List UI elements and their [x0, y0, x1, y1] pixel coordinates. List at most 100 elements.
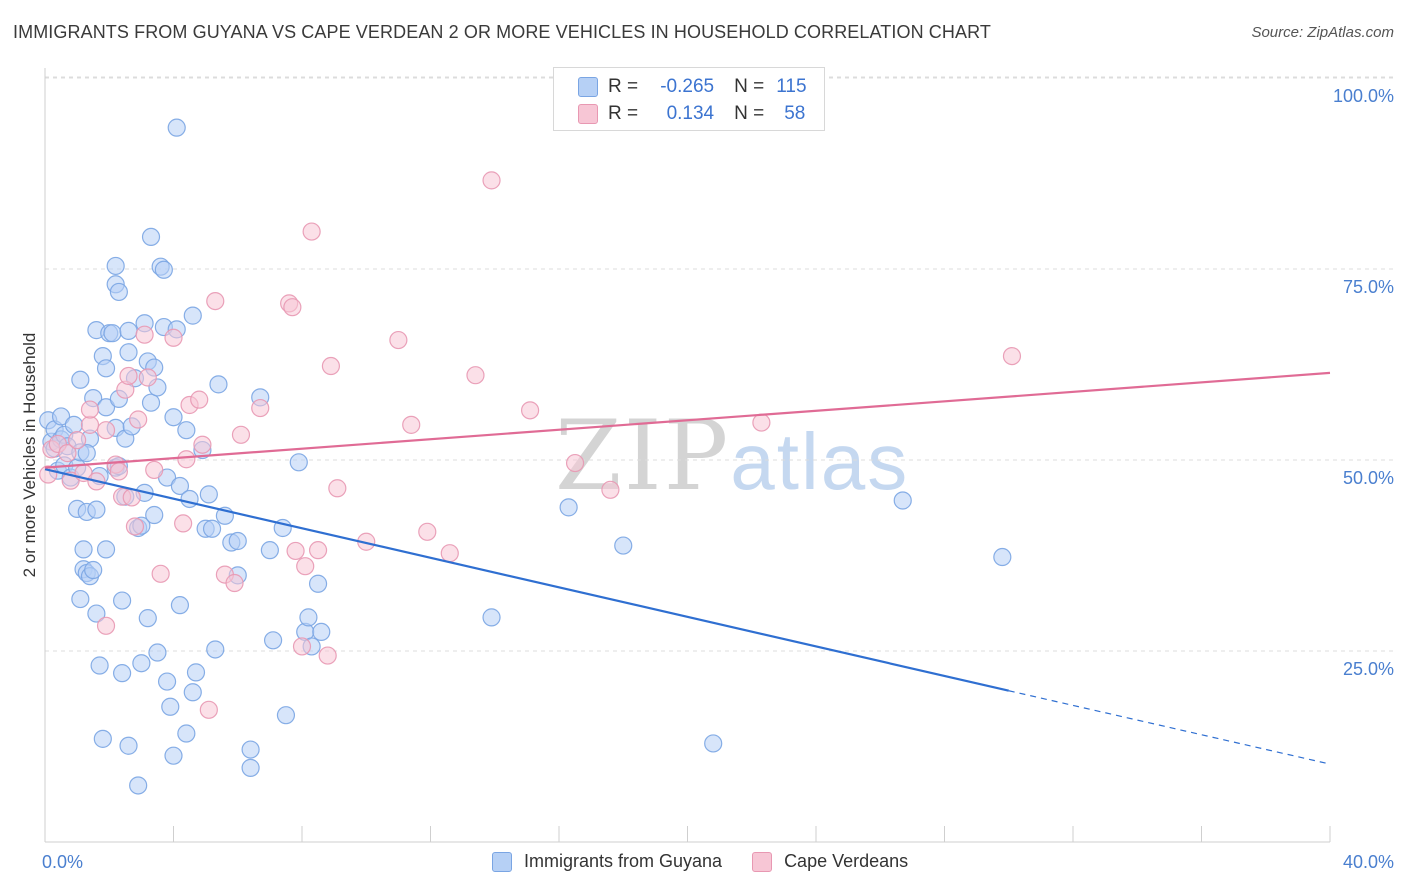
capeverde-point	[251, 398, 270, 418]
guyana-point	[299, 608, 318, 627]
guyana-point	[93, 729, 112, 748]
capeverde-point	[39, 465, 58, 484]
capeverde-point	[402, 415, 421, 434]
capeverde-point	[135, 325, 154, 344]
n-label: N =	[734, 103, 765, 124]
legend-swatch-pink	[752, 851, 773, 872]
capeverde-point	[206, 291, 225, 311]
capeverde-point	[225, 573, 244, 593]
y-tick-label-75: 75.0%	[1342, 277, 1394, 297]
guyana-point	[308, 574, 328, 593]
capeverde-point	[145, 460, 164, 480]
x-tick-label-max: 40.0%	[1342, 852, 1394, 872]
guyana-point	[87, 604, 106, 623]
capeverde-point	[601, 480, 620, 499]
guyana-point	[164, 746, 183, 765]
guyana-point	[559, 498, 578, 517]
guyana-point	[704, 734, 723, 753]
guyana-point	[74, 540, 93, 559]
capeverde-point	[80, 415, 100, 434]
capeverde-point	[96, 421, 116, 440]
guyana-point	[161, 697, 180, 716]
guyana-point	[312, 622, 331, 642]
guyana-point	[71, 370, 90, 389]
guyana-point	[157, 672, 177, 691]
capeverde-point	[96, 616, 116, 635]
stats-legend-row-guyana: R = -0.265 N = 115	[578, 75, 807, 99]
guyana-point	[183, 306, 202, 325]
guyana-trend-line	[44, 468, 1009, 692]
y-tick-label-100: 100.0%	[1332, 86, 1394, 106]
guyana-point	[129, 776, 148, 795]
n-value: 58	[784, 103, 806, 124]
guyana-point	[993, 547, 1012, 567]
guyana-point	[186, 663, 206, 682]
capeverde-point	[328, 479, 347, 498]
guyana-point	[64, 415, 84, 434]
guyana-point	[51, 407, 71, 426]
guyana-point	[119, 736, 138, 755]
guyana-point	[148, 643, 167, 662]
guyana-point	[228, 531, 247, 551]
legend-label: Immigrants from Guyana	[524, 851, 723, 871]
source-credit: Source: ZipAtlas.com	[1251, 24, 1394, 41]
capeverde-point	[231, 425, 251, 444]
stats-legend-row-capeverde: R = 0.134 N = 58	[578, 102, 805, 126]
guyana-point	[289, 453, 308, 472]
capeverde-point	[482, 171, 501, 190]
guyana-point	[154, 260, 173, 279]
y-axis-label: 2 or more Vehicles in Household	[20, 332, 39, 578]
capeverde-point	[164, 328, 183, 347]
guyana-point	[109, 282, 128, 302]
capeverde-point	[193, 435, 212, 454]
guyana-point	[96, 540, 116, 559]
capeverde-point	[520, 401, 540, 420]
legend-swatch-blue	[578, 77, 598, 97]
capeverde-point	[466, 366, 485, 385]
capeverde-trend-line	[44, 371, 1331, 469]
guyana-point	[138, 609, 157, 628]
guyana-point	[90, 656, 109, 675]
n-label: N =	[734, 76, 765, 97]
capeverde-point	[389, 330, 408, 350]
capeverde-point	[321, 356, 341, 376]
guyana-point	[209, 375, 228, 394]
capeverde-point	[565, 453, 585, 473]
guyana-point	[180, 489, 199, 509]
guyana-point	[183, 683, 202, 702]
legend-label: Cape Verdeans	[784, 851, 909, 871]
guyana-trend-extension	[1008, 690, 1331, 765]
guyana-point	[260, 541, 279, 560]
capeverde-point	[440, 544, 459, 563]
guyana-point	[106, 256, 125, 276]
guyana-point	[170, 476, 190, 496]
capeverde-point	[174, 514, 193, 533]
capeverde-point	[318, 646, 337, 665]
capeverde-point	[58, 444, 77, 463]
legend-swatch-blue	[492, 851, 512, 872]
guyana-point	[71, 589, 90, 609]
guyana-point	[77, 444, 96, 463]
stats-legend: R = -0.265 N = 115 R = 0.134 N = 58	[553, 67, 825, 131]
capeverde-point	[190, 390, 209, 409]
guyana-point	[177, 724, 196, 743]
guyana-point	[141, 393, 161, 412]
n-value: 115	[776, 76, 807, 97]
guyana-point	[206, 640, 225, 659]
y-tick-label-25: 25.0%	[1342, 659, 1394, 679]
guyana-point	[145, 505, 164, 525]
capeverde-point	[1002, 346, 1022, 366]
capeverde-point	[151, 564, 170, 583]
guyana-point	[482, 608, 501, 627]
guyana-point	[241, 740, 260, 759]
chart-title: IMMIGRANTS FROM GUYANA VS CAPE VERDEAN 2…	[13, 22, 991, 42]
guyana-point	[614, 536, 633, 555]
capeverde-point	[177, 450, 196, 469]
r-label: R =	[608, 76, 639, 97]
capeverde-point	[125, 517, 145, 536]
capeverde-point	[286, 541, 305, 561]
legend-swatch-pink	[578, 104, 598, 124]
guyana-point	[893, 491, 912, 510]
guyana-point	[199, 485, 218, 504]
r-label: R =	[608, 103, 639, 124]
